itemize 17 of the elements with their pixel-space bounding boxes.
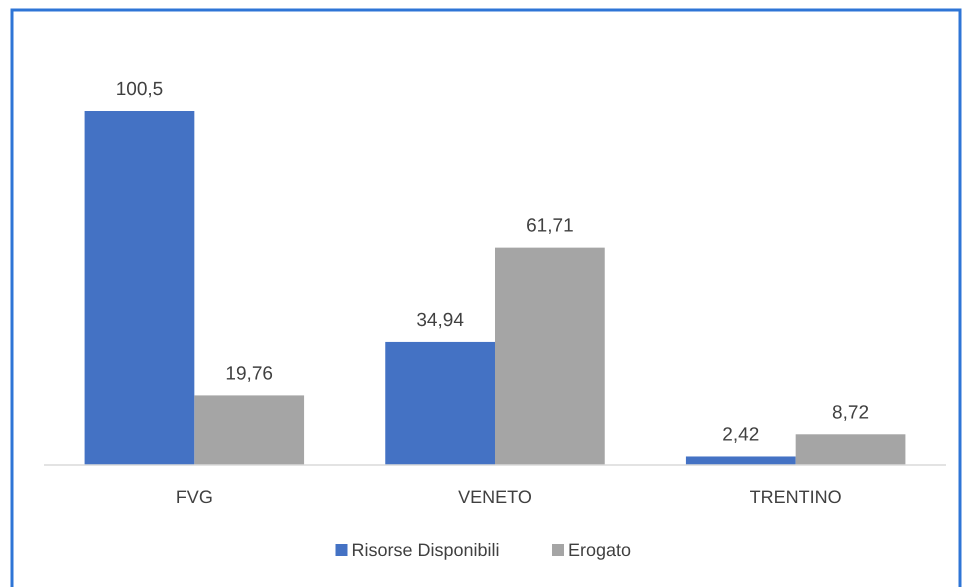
data-label: 61,71 (526, 216, 574, 237)
data-label: 34,94 (416, 310, 464, 331)
bar (385, 342, 495, 465)
data-label: 8,72 (832, 402, 870, 424)
data-label: 100,5 (116, 79, 164, 100)
bar (84, 111, 194, 465)
bar (796, 434, 906, 465)
bar (686, 456, 796, 465)
data-label: 2,42 (722, 424, 760, 446)
bar (495, 248, 605, 465)
legend-label: Risorse Disponibili (352, 540, 500, 560)
x-tick-label: FVG (176, 487, 213, 507)
bar (194, 395, 304, 465)
x-tick-label: TRENTINO (750, 487, 842, 507)
data-label: 19,76 (225, 363, 273, 384)
legend-label: Erogato (568, 540, 632, 560)
x-tick-label: VENETO (458, 487, 532, 507)
